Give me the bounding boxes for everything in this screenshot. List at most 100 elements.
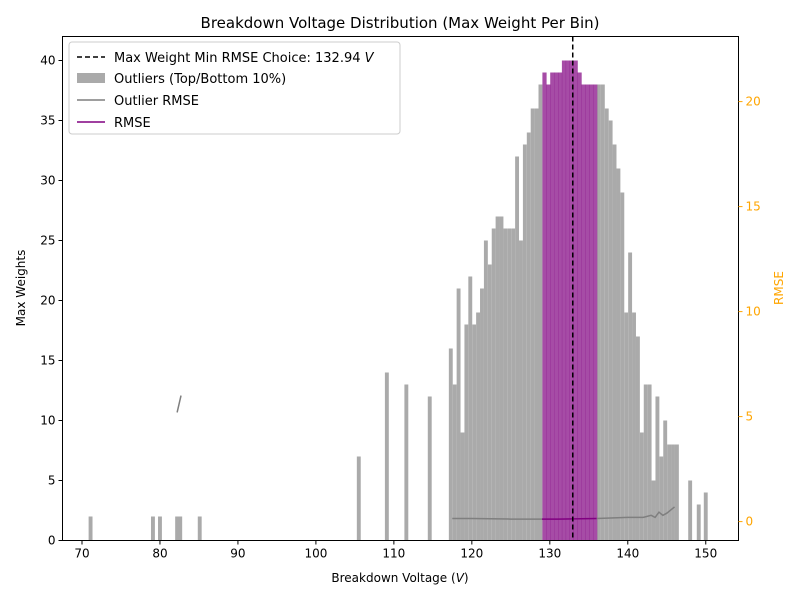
outlier-bar-16 (472, 324, 477, 541)
outlier-bar-38 (612, 144, 617, 541)
outlier-bar-20 (487, 264, 492, 541)
y-tick-label-7: 35 (40, 114, 55, 128)
chart-title: Breakdown Voltage Distribution (Max Weig… (201, 14, 600, 32)
outlier-bar-25 (507, 228, 512, 541)
inlier-bar-0 (542, 72, 547, 541)
outlier-bar-37 (608, 120, 613, 541)
outlier-bar-34 (596, 84, 601, 541)
legend-box (68, 41, 401, 135)
legend-outliers-swatch (77, 73, 105, 83)
y-axis-left: 0 5 10 15 20 25 30 35 40 (40, 54, 63, 548)
outlier-bar-17 (476, 312, 481, 541)
outlier-bar-39 (616, 168, 621, 541)
outlier-bar-55 (688, 480, 693, 541)
inlier-bar-8 (573, 60, 578, 541)
outlier-bar-7 (384, 372, 389, 541)
x-tick-label-1: 80 (152, 547, 167, 561)
outlier-bar-31 (530, 108, 535, 541)
outlier-bar-6 (356, 456, 361, 541)
y-tick-label-5: 25 (40, 234, 55, 248)
outlier-bar-26 (511, 228, 516, 541)
y2-axis-label: RMSE (772, 271, 786, 305)
x-tick-label-3: 100 (304, 547, 327, 561)
inlier-bar-4 (557, 72, 563, 541)
legend-outliers-label: Outliers (Top/Bottom 10%) (114, 72, 286, 87)
outlier-bar-23 (499, 216, 504, 541)
x-tick-label-6: 130 (538, 547, 561, 561)
outlier-bar-18 (480, 288, 484, 541)
inlier-bar-10 (581, 84, 586, 541)
outlier-bar-33 (538, 84, 543, 541)
outlier-bar-30 (526, 132, 531, 541)
x-axis-label: Breakdown Voltage (V) (331, 571, 468, 585)
outlier-bar-24 (503, 228, 508, 541)
outlier-bar-42 (628, 252, 633, 541)
inlier-bar-13 (593, 84, 598, 541)
outlier-bar-15 (468, 276, 473, 541)
outlier-bar-40 (620, 192, 625, 541)
inlier-bar-1 (546, 84, 551, 541)
outlier-bar-22 (495, 216, 500, 541)
outlier-bar-50 (659, 456, 664, 541)
outlier-bar-21 (491, 228, 496, 541)
outlier-bar-11 (452, 384, 457, 541)
x-tick-label-8: 150 (694, 547, 717, 561)
outlier-bar-19 (483, 240, 488, 541)
y2-tick-label-1: 5 (746, 410, 754, 424)
outlier-bar-12 (456, 288, 461, 541)
x-axis: 70 80 90 100 110 120 130 140 150 (74, 540, 717, 561)
inlier-bar-2 (550, 72, 555, 541)
outlier-bar-46 (643, 384, 648, 541)
plot-frame (62, 36, 739, 541)
outlier-bar-47 (647, 384, 652, 541)
outlier-bar-36 (604, 108, 609, 541)
outlier-rmse-line-1 (452, 517, 543, 520)
outlier-bar-54 (674, 444, 679, 541)
inlier-bar-7 (569, 60, 574, 541)
x-tick-label-2: 90 (230, 547, 245, 561)
x-tick-label-4: 110 (382, 547, 405, 561)
outlier-bar-9 (427, 396, 432, 541)
outlier-bar-0 (88, 516, 93, 541)
outlier-bar-32 (534, 108, 539, 541)
outlier-bar-5 (197, 516, 202, 541)
outlier-bar-8 (404, 384, 409, 541)
outlier-bar-13 (460, 432, 465, 541)
legend-vline-label: Max Weight Min RMSE Choice: 132.94 V (114, 51, 375, 66)
x-tick-label-7: 140 (616, 547, 639, 561)
rmse-line (542, 517, 597, 520)
y-axis-right: 0 5 10 15 20 (738, 95, 761, 529)
outlier-bar-1 (150, 516, 155, 541)
x-tick-label-5: 120 (460, 547, 483, 561)
legend-outlier-rmse-label: Outlier RMSE (114, 94, 199, 109)
y2-tick-label-3: 15 (746, 200, 761, 214)
inlier-bar-9 (577, 72, 582, 541)
y-tick-label-0: 0 (48, 534, 56, 548)
y-axis-label: Max Weights (14, 250, 28, 327)
outlier-bar-27 (515, 156, 520, 541)
outlier-bar-44 (635, 336, 640, 541)
y-tick-label-1: 5 (48, 474, 56, 488)
outlier-bar-48 (651, 480, 656, 541)
outlier-bar-35 (600, 84, 605, 541)
outlier-rmse-line-2 (596, 506, 676, 520)
outlier-bar-2 (158, 516, 162, 541)
outlier-bar-29 (522, 144, 527, 541)
outlier-bar-45 (639, 432, 644, 541)
outlier-bar-41 (624, 312, 629, 541)
y-tick-label-3: 15 (40, 354, 55, 368)
inlier-bar-11 (585, 84, 590, 541)
y2-tick-label-4: 20 (746, 95, 761, 109)
y-tick-label-2: 10 (40, 414, 55, 428)
y-tick-label-8: 40 (40, 54, 55, 68)
outlier-bar-43 (632, 312, 636, 541)
y-tick-label-6: 30 (40, 174, 55, 188)
outlier-bar-51 (663, 420, 668, 541)
plot-area (88, 36, 708, 541)
y2-tick-label-0: 0 (746, 515, 754, 529)
outlier-bar-53 (671, 444, 675, 541)
legend: Max Weight Min RMSE Choice: 132.94 V Out… (68, 41, 401, 135)
outlier-bar-56 (696, 504, 701, 541)
y-tick-label-4: 20 (40, 294, 55, 308)
